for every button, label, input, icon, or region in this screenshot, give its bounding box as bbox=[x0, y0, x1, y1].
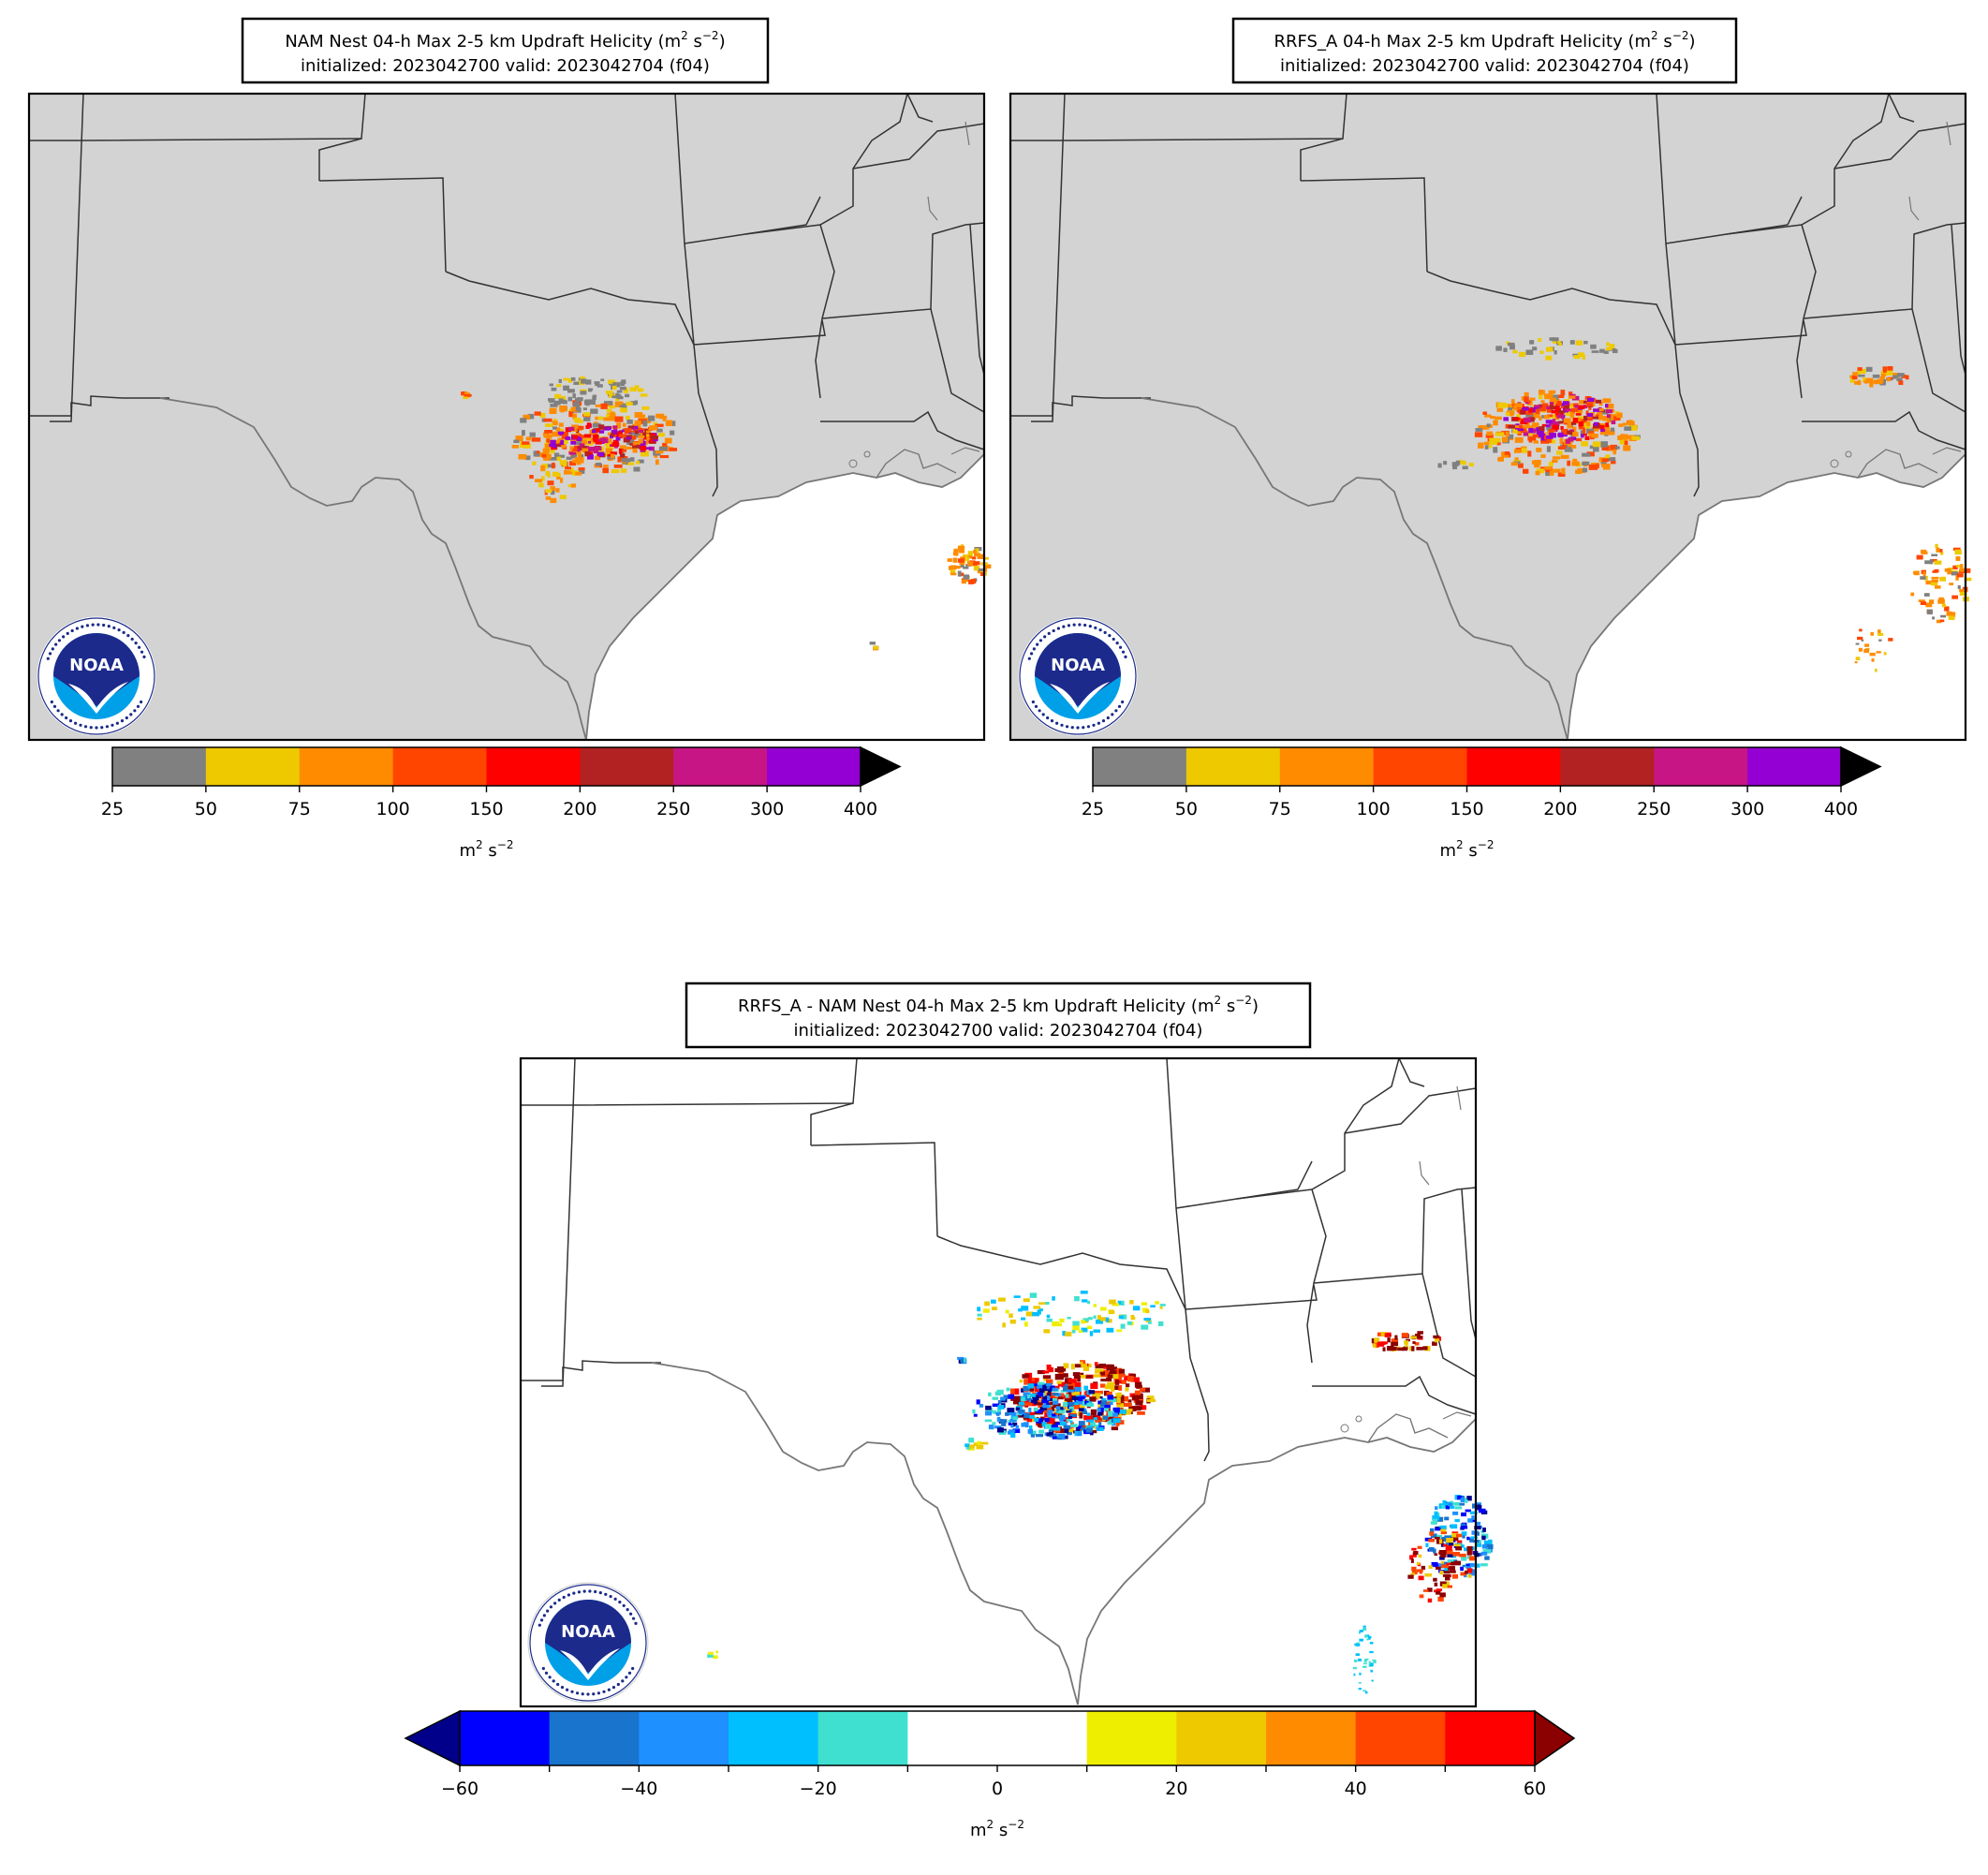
colorbar-segment bbox=[997, 1711, 1088, 1765]
colorbar-segment bbox=[486, 747, 581, 786]
colorbar-tick-label: 20 bbox=[1165, 1779, 1187, 1799]
colorbar-tick-label: −20 bbox=[800, 1779, 837, 1799]
colorbar-tick-label: 150 bbox=[1450, 799, 1483, 819]
rrfs-uh-field bbox=[1437, 337, 1972, 672]
colorbar-tick-label: 300 bbox=[1730, 799, 1764, 819]
svg-text:RRFS_A 04-h Max 2-5 km Updraft: RRFS_A 04-h Max 2-5 km Updraft Helicity … bbox=[1274, 29, 1695, 52]
panel-rrfs-a: NOAA bbox=[1009, 92, 1972, 742]
colorbar-tick-label: −60 bbox=[441, 1779, 479, 1799]
colorbar-segment bbox=[1445, 1711, 1536, 1765]
title-diff-line2: initialized: 2023042700 valid: 202304270… bbox=[794, 1021, 1203, 1041]
colorbar-tick-label: 200 bbox=[563, 799, 596, 819]
colorbar-tick-label: 25 bbox=[1082, 799, 1104, 819]
colorbar-segment bbox=[1654, 747, 1748, 786]
colorbar-tick-label: 200 bbox=[1543, 799, 1577, 819]
colorbar-segment bbox=[907, 1711, 998, 1765]
title-rrfs-line2: initialized: 2023042700 valid: 202304270… bbox=[1280, 56, 1689, 76]
colorbar-tick-label: 150 bbox=[469, 799, 503, 819]
noaa-logo-text: NOAA bbox=[69, 656, 124, 675]
colorbar-tick-label: 250 bbox=[656, 799, 690, 819]
noaa-logo: NOAA bbox=[527, 1582, 649, 1704]
title-nam-line2: initialized: 2023042700 valid: 202304270… bbox=[301, 56, 710, 76]
colorbar-extend-arrow bbox=[404, 1709, 461, 1767]
colorbar-segment bbox=[392, 747, 487, 786]
colorbar-segment bbox=[1093, 747, 1187, 786]
colorbar-unit-label: m2 s−2 bbox=[1440, 838, 1495, 861]
colorbar-tick-label: 25 bbox=[101, 799, 124, 819]
colorbar-tick-label: 250 bbox=[1637, 799, 1671, 819]
colorbar-segment bbox=[1176, 1711, 1267, 1765]
colorbar-segment bbox=[1086, 1711, 1177, 1765]
colorbar-nam: 25 50 75 100 150 200 250 300 400 m2 s−2 bbox=[101, 746, 902, 861]
colorbar-tick-label: 50 bbox=[195, 799, 217, 819]
noaa-logo-text: NOAA bbox=[1051, 656, 1105, 675]
colorbar-tick-label: 400 bbox=[844, 799, 877, 819]
colorbar-segment bbox=[767, 747, 861, 786]
colorbar-tick-label: 75 bbox=[1269, 799, 1291, 819]
colorbar-unit-label: m2 s−2 bbox=[970, 1818, 1024, 1840]
colorbar-tick-label: 40 bbox=[1345, 1779, 1367, 1799]
colorbar-extend-arrow bbox=[860, 746, 902, 788]
colorbar-tick-label: 50 bbox=[1175, 799, 1198, 819]
colorbar-segment bbox=[205, 747, 301, 786]
noaa-logo-text: NOAA bbox=[561, 1622, 615, 1642]
noaa-logo: NOAA bbox=[36, 615, 157, 737]
colorbar-tick-label: 60 bbox=[1524, 1779, 1546, 1799]
colorbar-segment bbox=[1373, 747, 1467, 786]
colorbar-extend-arrow bbox=[1840, 746, 1882, 788]
colorbar-tick-label: 75 bbox=[288, 799, 311, 819]
colorbar-tick-label: −40 bbox=[620, 1779, 657, 1799]
svg-text:RRFS_A - NAM Nest 04-h Max 2-5: RRFS_A - NAM Nest 04-h Max 2-5 km Updraf… bbox=[738, 994, 1259, 1016]
difference-field bbox=[707, 1291, 1494, 1694]
colorbar-segment bbox=[1466, 747, 1561, 786]
colorbar-segment bbox=[673, 747, 768, 786]
colorbar-segment bbox=[817, 1711, 908, 1765]
colorbar-segment bbox=[1279, 747, 1375, 786]
colorbar-tick-label: 0 bbox=[992, 1779, 1003, 1799]
panel-difference: NOAA bbox=[519, 1056, 1494, 1708]
colorbar-segment bbox=[112, 747, 207, 786]
noaa-logo: NOAA bbox=[1017, 615, 1139, 737]
colorbar-segment bbox=[460, 1711, 551, 1765]
colorbar-tick-label: 400 bbox=[1824, 799, 1858, 819]
colorbar-segment bbox=[299, 747, 394, 786]
colorbar-segment bbox=[1355, 1711, 1446, 1765]
svg-text:NAM Nest 04-h Max 2-5 km Updra: NAM Nest 04-h Max 2-5 km Updraft Helicit… bbox=[285, 29, 725, 52]
colorbar-segment bbox=[1560, 747, 1655, 786]
title-box-nam: NAM Nest 04-h Max 2-5 km Updraft Helicit… bbox=[241, 17, 770, 84]
colorbar-segment bbox=[1185, 747, 1281, 786]
colorbar-segment bbox=[639, 1711, 729, 1765]
colorbar-segment bbox=[580, 747, 674, 786]
title-box-diff: RRFS_A - NAM Nest 04-h Max 2-5 km Updraf… bbox=[685, 982, 1312, 1049]
colorbar-diff: −60 −40 −20 0 20 40 60 m2 s−2 bbox=[404, 1709, 1576, 1840]
colorbar-tick-label: 100 bbox=[376, 799, 409, 819]
colorbar-rrfs: 25 50 75 100 150 200 250 300 400 m2 s−2 bbox=[1082, 746, 1882, 861]
colorbar-segment bbox=[1266, 1711, 1357, 1765]
gulf-water bbox=[586, 454, 984, 740]
gulf-water bbox=[1568, 454, 1966, 740]
title-box-rrfs: RRFS_A 04-h Max 2-5 km Updraft Helicity … bbox=[1231, 17, 1738, 84]
colorbar-segment bbox=[1747, 747, 1842, 786]
colorbar-extend-arrow bbox=[1534, 1709, 1576, 1767]
colorbar-unit-label: m2 s−2 bbox=[460, 838, 514, 861]
colorbar-segment bbox=[549, 1711, 640, 1765]
colorbar-tick-label: 100 bbox=[1356, 799, 1390, 819]
panel-nam-nest: NOAA bbox=[27, 92, 992, 742]
colorbar-segment bbox=[729, 1711, 819, 1765]
colorbar-tick-label: 300 bbox=[750, 799, 784, 819]
